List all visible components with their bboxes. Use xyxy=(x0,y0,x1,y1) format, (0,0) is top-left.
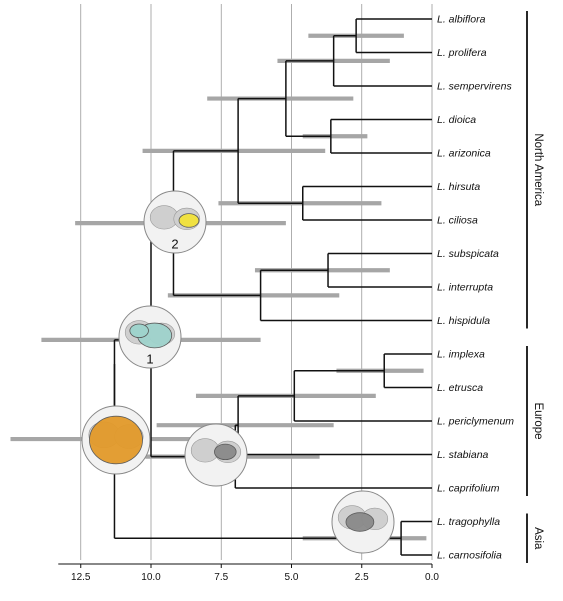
taxon-label: L. dioica xyxy=(437,114,476,126)
map-number: 2 xyxy=(171,236,178,251)
tick-label: 12.5 xyxy=(71,572,91,583)
taxon-label: L. etrusca xyxy=(437,382,483,394)
tick-label: 2.5 xyxy=(355,572,369,583)
map-1: 1 xyxy=(118,305,182,369)
map-eu xyxy=(184,423,248,487)
tick-label: 0.0 xyxy=(425,572,439,583)
taxon-label: L. prolifera xyxy=(437,47,487,59)
taxon-label: L. interrupta xyxy=(437,282,493,294)
taxon-label: L. caprifolium xyxy=(437,483,500,495)
taxon-label: L. subspicata xyxy=(437,248,499,260)
ancestral-area xyxy=(345,512,375,532)
taxon-label: L. stabiana xyxy=(437,449,489,461)
region-label: Europe xyxy=(532,402,544,439)
taxon-labels: L. albiflora L. prolifera L. sempervirens L… xyxy=(437,14,514,562)
ancestral-area xyxy=(178,213,200,228)
map-root xyxy=(81,405,151,475)
time-axis: 12.5 10.0 7.5 5.0 2.5 0.0 xyxy=(58,563,439,583)
tick-label: 7.5 xyxy=(214,572,228,583)
ancestral-area xyxy=(89,415,143,465)
taxon-label: L. sempervirens xyxy=(437,81,512,93)
map-number: 1 xyxy=(146,351,153,366)
region-label: Asia xyxy=(532,527,544,550)
tick-label: 5.0 xyxy=(285,572,299,583)
taxon-label: L. arizonica xyxy=(437,148,491,160)
ancestral-area xyxy=(214,443,237,461)
ancestral-range-maps: 21 xyxy=(81,190,395,554)
ancestral-area xyxy=(129,323,149,339)
taxon-label: L. tragophylla xyxy=(437,516,500,528)
taxon-label: L. carnosifolia xyxy=(437,550,502,562)
tick-label: 10.0 xyxy=(141,572,161,583)
taxon-label: L. hispidula xyxy=(437,315,490,327)
region-label: North America xyxy=(532,133,544,206)
map-asia xyxy=(331,490,395,554)
map-2: 2 xyxy=(143,190,207,254)
taxon-label: L. implexa xyxy=(437,349,485,361)
region-brackets: North America Europe Asia xyxy=(526,11,544,563)
taxon-label: L. ciliosa xyxy=(437,215,478,227)
grid-lines xyxy=(80,4,433,560)
taxon-label: L. albiflora xyxy=(437,14,486,26)
taxon-label: L. hirsuta xyxy=(437,181,480,193)
taxon-label: L. periclymenum xyxy=(437,416,514,428)
